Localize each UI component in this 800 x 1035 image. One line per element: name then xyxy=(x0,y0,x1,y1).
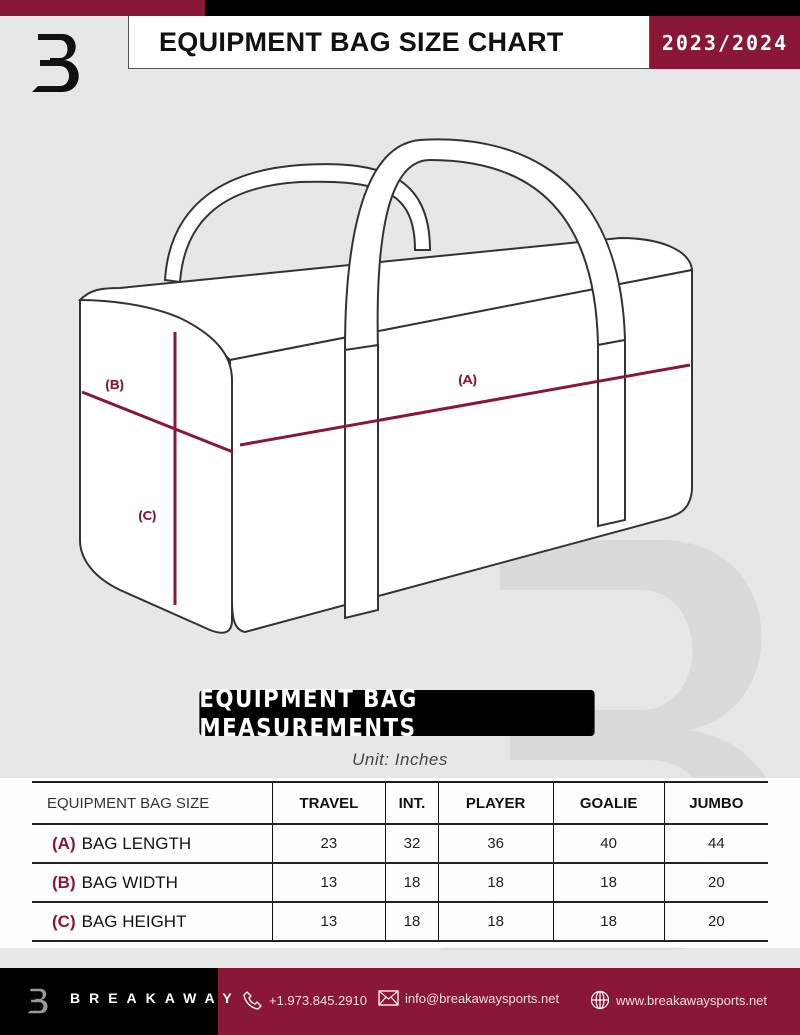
website-contact[interactable]: www.breakawaysports.net xyxy=(590,990,767,1010)
column-header: GOALIE xyxy=(552,782,665,824)
row-label-text: BAG WIDTH xyxy=(81,872,178,892)
globe-icon xyxy=(590,990,610,1010)
top-accent-bar xyxy=(0,0,205,16)
row-label-text: BAG HEIGHT xyxy=(81,911,187,931)
row-letter: (C) xyxy=(52,911,76,931)
row-label: (B) BAG WIDTH xyxy=(32,863,272,902)
column-header: PLAYER xyxy=(437,782,554,824)
row-letter: (B) xyxy=(52,872,76,892)
table-header-row: EQUIPMENT BAG SIZE TRAVEL INT. PLAYER GO… xyxy=(32,782,768,824)
cell: 18 xyxy=(552,902,665,941)
row-letter: (A) xyxy=(52,833,76,853)
bag-end xyxy=(79,298,233,634)
footer-contact-area xyxy=(218,968,800,1035)
label-c: (C) xyxy=(138,508,157,524)
cell: 18 xyxy=(552,863,665,902)
page-title: EQUIPMENT BAG SIZE CHART xyxy=(159,26,564,57)
section-title: EQUIPMENT BAG MEASUREMENTS xyxy=(199,684,595,742)
season-badge: 2023/2024 xyxy=(650,16,800,69)
mail-icon xyxy=(378,990,399,1006)
row-label-text: BAG LENGTH xyxy=(81,833,192,853)
phone-icon xyxy=(243,991,262,1010)
header-title-box: EQUIPMENT BAG SIZE CHART xyxy=(128,16,650,69)
cell: 44 xyxy=(663,824,768,863)
column-header: JUMBO xyxy=(663,782,768,824)
cell: 32 xyxy=(385,824,439,863)
row-label: (C) BAG HEIGHT xyxy=(32,902,272,941)
cell: 18 xyxy=(385,863,439,902)
phone-contact[interactable]: +1.973.845.2910 xyxy=(243,990,367,1010)
column-header: TRAVEL xyxy=(271,782,386,824)
cell: 40 xyxy=(552,824,665,863)
row-label: (A) BAG LENGTH xyxy=(32,824,272,863)
top-black-bar xyxy=(205,0,800,16)
website-url[interactable]: www.breakawaysports.net xyxy=(616,992,768,1008)
cell: 23 xyxy=(271,824,386,863)
back-handle xyxy=(163,163,432,284)
table-row: (A) BAG LENGTH 23 32 36 40 44 xyxy=(32,824,768,863)
table-row: (B) BAG WIDTH 13 18 18 18 20 xyxy=(32,863,768,902)
unit-label: Unit: Inches xyxy=(352,750,448,769)
cell: 20 xyxy=(663,902,768,941)
email-address[interactable]: info@breakawaysports.net xyxy=(405,990,560,1006)
cell: 18 xyxy=(437,863,554,902)
phone-number[interactable]: +1.973.845.2910 xyxy=(269,992,367,1008)
bag-diagram: (A) (B) (C) xyxy=(78,138,694,634)
label-b: (B) xyxy=(105,377,124,393)
email-contact[interactable]: info@breakawaysports.net xyxy=(378,990,559,1006)
cell: 13 xyxy=(271,863,386,902)
cell: 36 xyxy=(437,824,554,863)
brand-name: BREAKAWAY xyxy=(70,990,241,1006)
label-a: (A) xyxy=(458,372,477,388)
size-table: EQUIPMENT BAG SIZE TRAVEL INT. PLAYER GO… xyxy=(32,781,768,942)
cell: 13 xyxy=(271,902,386,941)
cell: 20 xyxy=(663,863,768,902)
column-header: INT. xyxy=(385,782,439,824)
cell: 18 xyxy=(437,902,554,941)
column-header: EQUIPMENT BAG SIZE xyxy=(47,794,210,812)
cell: 18 xyxy=(385,902,439,941)
breakaway-logo xyxy=(32,34,79,92)
table-row: (C) BAG HEIGHT 13 18 18 18 20 xyxy=(32,902,768,941)
footer-logo-icon xyxy=(27,988,48,1014)
